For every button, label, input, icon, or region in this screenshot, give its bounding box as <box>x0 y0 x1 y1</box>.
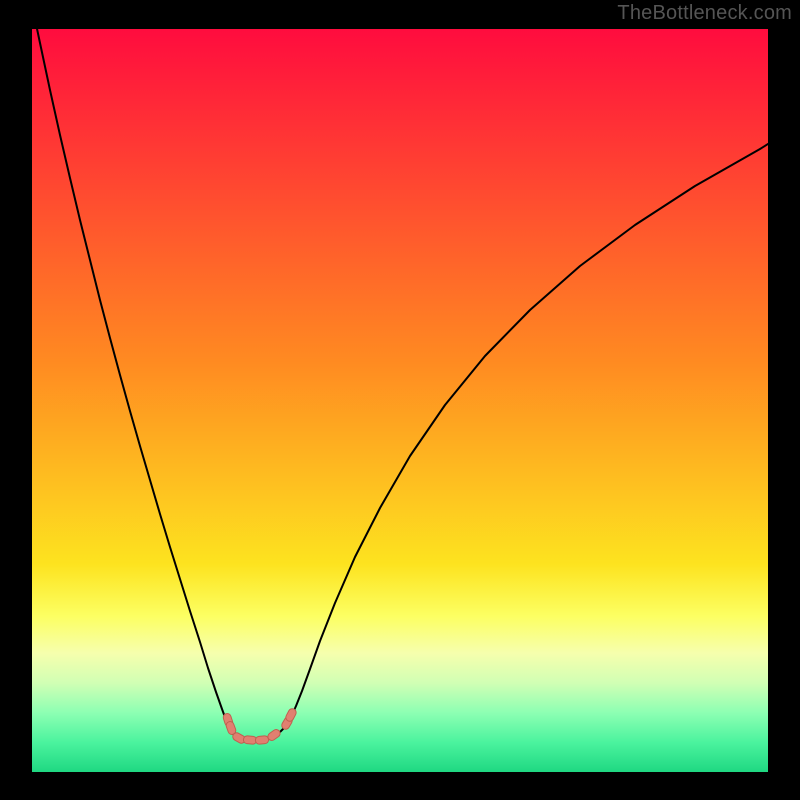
chart-plot-area <box>32 29 768 772</box>
curve-marker <box>243 736 257 745</box>
chart-svg <box>32 29 768 772</box>
bottleneck-curve <box>32 29 768 741</box>
watermark-text: TheBottleneck.com <box>617 2 792 25</box>
curve-marker <box>255 736 269 745</box>
